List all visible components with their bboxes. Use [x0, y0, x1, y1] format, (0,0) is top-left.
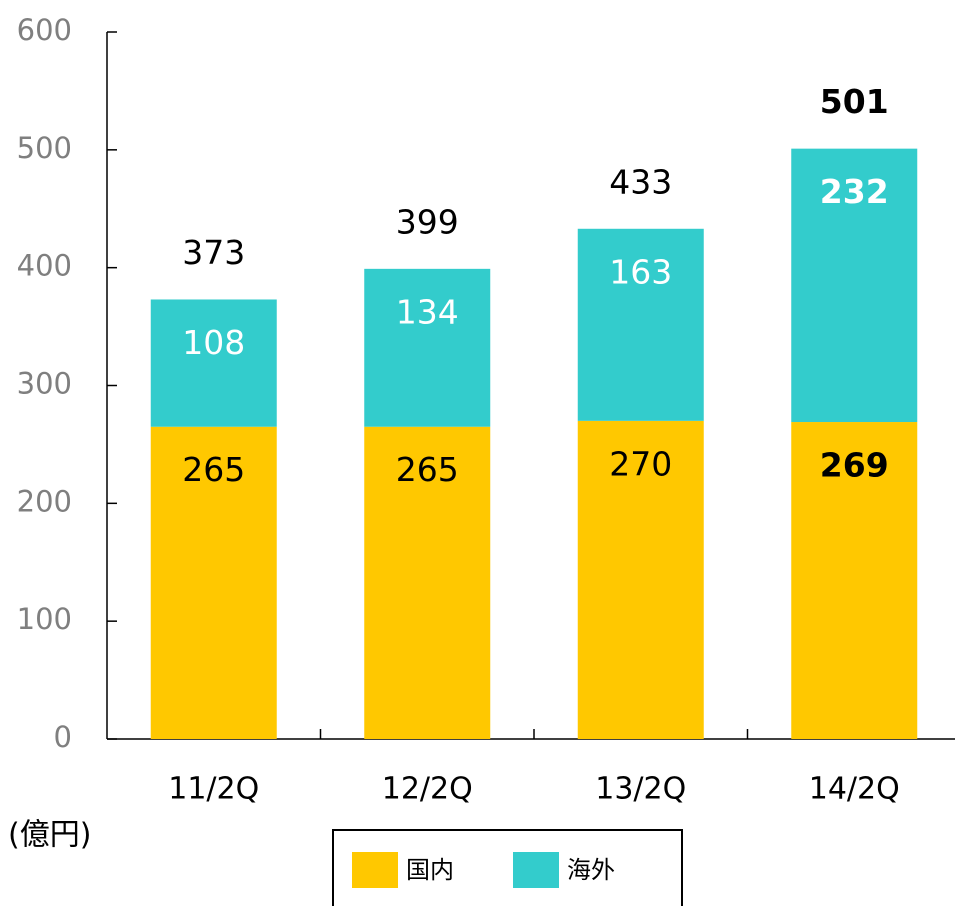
total-label: 433	[609, 162, 672, 201]
bar-segment	[150, 299, 277, 427]
bar-segment	[150, 426, 277, 739]
total-label: 501	[820, 82, 889, 121]
x-tick-label: 14/2Q	[809, 772, 900, 807]
bar-segment	[364, 268, 491, 427]
segment-label: 265	[396, 450, 459, 489]
segment-label: 232	[820, 172, 889, 211]
segment-label: 134	[396, 292, 459, 331]
x-tick-label: 12/2Q	[382, 772, 473, 807]
bar-segment	[791, 148, 918, 423]
total-label: 373	[182, 233, 245, 272]
y-tick-label: 500	[17, 131, 72, 165]
y-tick-label: 400	[17, 249, 72, 283]
y-tick-label: 0	[54, 720, 72, 754]
legend-swatch	[513, 852, 559, 888]
total-label: 399	[396, 202, 459, 241]
legend-label: 国内	[406, 856, 454, 884]
y-tick-label: 200	[17, 484, 72, 518]
legend-label: 海外	[567, 856, 615, 884]
unit-label: (億円)	[8, 818, 91, 853]
segment-label: 270	[609, 444, 672, 483]
segment-label: 265	[182, 450, 245, 489]
segment-label: 269	[820, 446, 889, 485]
bar-segment	[364, 426, 491, 739]
bar-segment	[577, 420, 704, 739]
segment-label: 108	[182, 323, 245, 362]
y-tick-label: 100	[17, 602, 72, 636]
bar-segment	[791, 422, 918, 739]
bar-segment	[577, 228, 704, 421]
segment-label: 163	[609, 252, 672, 291]
y-tick-label: 600	[17, 13, 72, 47]
y-tick-label: 300	[17, 367, 72, 401]
x-tick-label: 13/2Q	[595, 772, 686, 807]
x-tick-label: 11/2Q	[168, 772, 259, 807]
legend-swatch	[352, 852, 398, 888]
